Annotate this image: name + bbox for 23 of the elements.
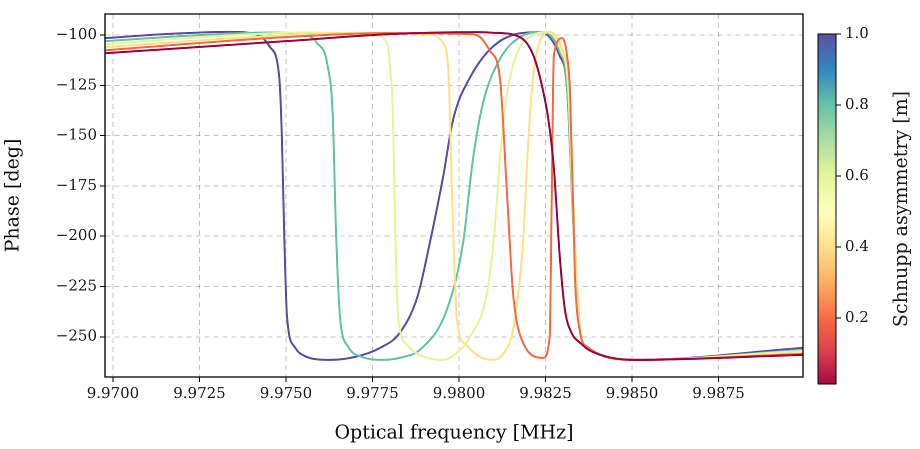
y-tick-label: −125 [56, 75, 97, 94]
y-tick-label: −225 [56, 276, 97, 294]
x-axis-title: Optical frequency [MHz] [334, 422, 574, 444]
x-tick-label: 9.9750 [260, 384, 312, 402]
color-bar-title: Schnupp asymmetry [m] [890, 90, 912, 328]
color-bar-label: 0.4 [845, 236, 869, 255]
color-bar-label: 0.2 [845, 308, 869, 326]
x-tick-label: 9.9825 [519, 384, 572, 402]
x-tick-label: 9.9875 [692, 384, 745, 402]
color-bar-label: 0.8 [845, 94, 869, 113]
x-tick-label: 9.9800 [432, 384, 486, 402]
y-tick-label: −175 [56, 176, 97, 194]
color-bar-label: 0.6 [845, 166, 869, 184]
y-tick-label: −200 [56, 226, 97, 244]
y-tick-label: −100 [56, 25, 97, 44]
x-tick-label: 9.9775 [346, 384, 399, 402]
y-axis-title: Phase [deg] [1, 138, 24, 252]
y-tick-label: −250 [56, 326, 97, 345]
color-bar-label: 1.0 [845, 24, 869, 42]
x-tick-label: 9.9725 [173, 384, 226, 402]
y-tick-label: −150 [56, 126, 97, 144]
x-tick-label: 9.9850 [606, 384, 658, 402]
x-tick-label: 9.9700 [86, 384, 140, 402]
